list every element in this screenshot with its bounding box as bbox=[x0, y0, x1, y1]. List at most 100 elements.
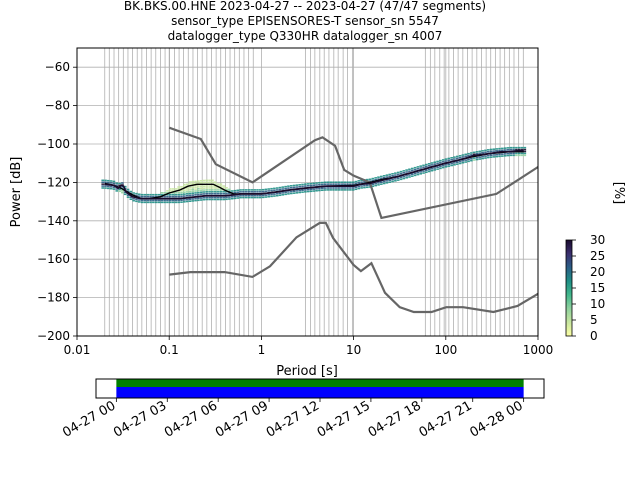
density-cell bbox=[503, 153, 507, 155]
y-tick-label: −160 bbox=[37, 252, 70, 266]
density-cell bbox=[486, 156, 490, 159]
density-cell bbox=[492, 148, 496, 150]
density-cell bbox=[154, 193, 158, 196]
density-cell bbox=[425, 165, 428, 168]
density-cell bbox=[405, 171, 408, 173]
density-cell bbox=[247, 191, 251, 193]
density-cell bbox=[385, 180, 389, 182]
density-cell bbox=[177, 195, 180, 198]
x-tick-label: 100 bbox=[434, 343, 457, 357]
density-cell bbox=[135, 194, 138, 197]
density-cell bbox=[208, 179, 211, 182]
density-cell bbox=[236, 195, 240, 197]
density-cell bbox=[112, 182, 116, 185]
density-cell bbox=[101, 179, 105, 182]
density-cell bbox=[377, 178, 380, 180]
density-cell bbox=[225, 188, 228, 191]
density-cell bbox=[309, 190, 313, 193]
density-cell bbox=[168, 188, 172, 190]
density-cell bbox=[512, 148, 515, 151]
density-cell bbox=[315, 188, 318, 190]
density-cell bbox=[365, 186, 369, 189]
density-cell bbox=[332, 189, 335, 191]
density-cell bbox=[261, 194, 265, 197]
density-cell bbox=[242, 189, 245, 191]
density-cell bbox=[289, 186, 293, 189]
density-cell bbox=[481, 151, 484, 154]
density-cell bbox=[472, 153, 476, 156]
density-cell bbox=[461, 154, 465, 156]
density-cell bbox=[456, 155, 459, 158]
density-cell bbox=[374, 184, 377, 187]
density-cell bbox=[247, 189, 251, 191]
density-cell bbox=[320, 187, 324, 190]
density-cell bbox=[439, 161, 442, 164]
density-cell bbox=[180, 195, 183, 198]
density-cell bbox=[168, 190, 172, 192]
density-cell bbox=[225, 192, 228, 195]
density-cell bbox=[188, 181, 192, 183]
density-cell bbox=[399, 176, 403, 179]
density-cell bbox=[225, 187, 228, 189]
density-cell bbox=[202, 193, 206, 195]
density-cell bbox=[354, 186, 358, 189]
density-cell bbox=[146, 199, 150, 202]
density-cell bbox=[275, 193, 279, 195]
density-cell bbox=[281, 186, 285, 188]
density-cell bbox=[219, 189, 223, 191]
density-cell bbox=[185, 194, 189, 197]
density-cell bbox=[129, 196, 133, 199]
density-cell bbox=[486, 150, 490, 153]
density-cell bbox=[349, 187, 352, 189]
density-cell bbox=[422, 166, 425, 169]
density-cell bbox=[402, 172, 406, 174]
density-cell bbox=[140, 199, 144, 202]
density-cell bbox=[115, 184, 119, 186]
density-cell bbox=[320, 183, 324, 186]
density-cell bbox=[261, 190, 265, 193]
density-cell bbox=[506, 154, 510, 157]
plot-frame bbox=[76, 47, 539, 337]
density-cell bbox=[213, 183, 217, 185]
density-cell bbox=[115, 190, 119, 192]
density-cell bbox=[515, 148, 518, 151]
title-line-2: sensor_type EPISENSORES-T sensor_sn 5547 bbox=[171, 14, 439, 28]
density-cell bbox=[281, 188, 285, 190]
density-cell bbox=[140, 201, 144, 204]
density-cell bbox=[185, 193, 189, 195]
density-cell bbox=[337, 187, 341, 189]
density-cell bbox=[244, 189, 248, 191]
density-cell bbox=[135, 200, 138, 203]
density-cell bbox=[306, 183, 310, 185]
density-cell bbox=[447, 157, 451, 160]
density-cell bbox=[188, 183, 192, 185]
density-cell bbox=[191, 192, 195, 195]
density-cell bbox=[450, 164, 453, 167]
density-cell bbox=[253, 191, 256, 193]
density-cell bbox=[425, 169, 428, 172]
density-cell bbox=[259, 194, 262, 197]
density-cell bbox=[306, 185, 310, 187]
density-cell bbox=[351, 189, 355, 191]
density-cell bbox=[292, 192, 296, 194]
density-cell bbox=[208, 185, 211, 187]
density-cell bbox=[208, 189, 211, 191]
density-cell bbox=[363, 181, 366, 183]
density-cell bbox=[132, 199, 135, 202]
density-cell bbox=[416, 166, 420, 168]
density-cell bbox=[188, 194, 192, 197]
colorbar-tick-label: 20 bbox=[590, 265, 605, 279]
density-cell bbox=[157, 199, 161, 202]
density-cell bbox=[121, 186, 124, 188]
density-cell bbox=[436, 166, 439, 168]
density-cell bbox=[346, 183, 349, 185]
density-cell bbox=[382, 175, 386, 177]
density-cell bbox=[492, 154, 496, 156]
density-cell bbox=[509, 148, 513, 151]
density-cell bbox=[185, 183, 189, 186]
density-cell bbox=[180, 186, 183, 188]
density-cell bbox=[388, 175, 392, 178]
density-cell bbox=[121, 182, 124, 184]
density-cell bbox=[278, 192, 282, 195]
density-cell bbox=[118, 190, 121, 193]
